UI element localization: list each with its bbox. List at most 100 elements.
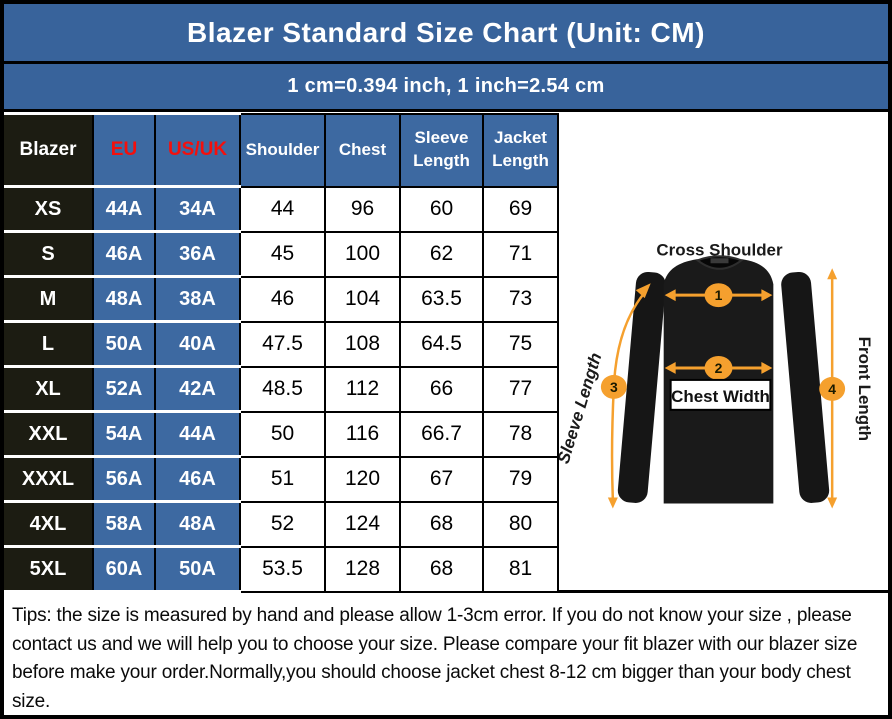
chart-main-area: Blazer EU US/UK Shoulder Chest Sleeve Length J…	[4, 112, 888, 593]
table-cell: 48A	[155, 500, 241, 548]
table-cell: XXXL	[4, 455, 94, 503]
column-header: US/UK	[155, 112, 241, 188]
table-cell: 58A	[93, 500, 156, 548]
table-cell: 60A	[93, 545, 156, 593]
tips-text: Tips: the size is measured by hand and p…	[12, 605, 858, 712]
table-cell: 56A	[93, 455, 156, 503]
table-cell: 124	[324, 500, 401, 548]
column-header: Chest	[324, 112, 401, 188]
table-cell: 46A	[93, 230, 156, 278]
measurement-diagram: Cross Shoulder 1 2	[559, 112, 888, 590]
marker-number-2: 2	[715, 360, 723, 376]
table-cell: 46A	[155, 455, 241, 503]
table-cell: 60	[399, 185, 484, 233]
table-cell: 68	[399, 500, 484, 548]
table-cell: 38A	[155, 275, 241, 323]
table-cell: 80	[482, 500, 559, 548]
table-cell: 44A	[93, 185, 156, 233]
unit-conversion-bar: 1 cm=0.394 inch, 1 inch=2.54 cm	[4, 64, 888, 112]
table-cell: 4XL	[4, 500, 94, 548]
table-cell: 5XL	[4, 545, 94, 593]
table-cell: 71	[482, 230, 559, 278]
table-cell: 69	[482, 185, 559, 233]
table-cell: 50A	[155, 545, 241, 593]
column-header: Blazer	[4, 112, 94, 188]
marker-circle-1	[704, 283, 733, 308]
table-row: XXXL 56A 46A 51 120 67 79	[4, 455, 559, 503]
chart-title-bar: Blazer Standard Size Chart (Unit: CM)	[4, 4, 888, 64]
table-cell: M	[4, 275, 94, 323]
table-row: S 46A 36A 45 100 62 71	[4, 230, 559, 278]
table-cell: S	[4, 230, 94, 278]
table-cell: 51	[239, 455, 326, 503]
table-cell: 108	[324, 320, 401, 368]
column-header: EU	[93, 112, 156, 188]
column-header: Sleeve Length	[399, 112, 484, 188]
right-sleeve	[781, 271, 830, 503]
size-table-header-row: Blazer EU US/UK Shoulder Chest Sleeve Length J…	[4, 112, 559, 188]
marker-number-4: 4	[828, 381, 836, 397]
table-cell: 46	[239, 275, 326, 323]
measurement-diagram-svg: Cross Shoulder 1 2	[559, 240, 874, 509]
table-cell: 66.7	[399, 410, 484, 458]
table-cell: 48.5	[239, 365, 326, 413]
chest-width-label: Chest Width	[671, 387, 770, 406]
table-cell: 67	[399, 455, 484, 503]
table-cell: 78	[482, 410, 559, 458]
table-cell: 75	[482, 320, 559, 368]
table-row: XXL 54A 44A 50 116 66.7 78	[4, 410, 559, 458]
table-cell: 52	[239, 500, 326, 548]
marker-circle-2	[704, 355, 733, 380]
sleeve-length-label: Sleeve Length	[559, 351, 606, 466]
column-header: Jacket Length	[482, 112, 559, 188]
marker-number-3: 3	[610, 379, 618, 395]
table-cell: 54A	[93, 410, 156, 458]
cross-shoulder-label: Cross Shoulder	[656, 240, 783, 259]
table-cell: 48A	[93, 275, 156, 323]
table-row: 5XL 60A 50A 53.5 128 68 81	[4, 545, 559, 593]
table-cell: L	[4, 320, 94, 368]
front-length-label: Front Length	[855, 337, 874, 441]
table-cell: 64.5	[399, 320, 484, 368]
table-cell: XXL	[4, 410, 94, 458]
marker-circle-4	[819, 376, 846, 401]
chest-width-box	[669, 378, 772, 411]
marker-circle-3	[600, 374, 627, 399]
marker-number-1: 1	[715, 287, 723, 303]
table-cell: 96	[324, 185, 401, 233]
size-table: Blazer EU US/UK Shoulder Chest Sleeve Length J…	[4, 112, 559, 593]
size-table-body: XS 44A 34A 44 96 60 69 S 46A 36A 45 100 62 71 M 48A 38A 4…	[4, 185, 559, 593]
table-cell: 81	[482, 545, 559, 593]
table-row: M 48A 38A 46 104 63.5 73	[4, 275, 559, 323]
table-cell: 116	[324, 410, 401, 458]
left-sleeve	[617, 271, 666, 503]
unit-conversion-text: 1 cm=0.394 inch, 1 inch=2.54 cm	[287, 75, 605, 97]
table-cell: 34A	[155, 185, 241, 233]
table-cell: 53.5	[239, 545, 326, 593]
table-row: 4XL 58A 48A 52 124 68 80	[4, 500, 559, 548]
table-cell: 120	[324, 455, 401, 503]
table-row: L 50A 40A 47.5 108 64.5 75	[4, 320, 559, 368]
table-cell: 79	[482, 455, 559, 503]
collar-label	[710, 258, 729, 264]
table-cell: 47.5	[239, 320, 326, 368]
table-cell: 44	[239, 185, 326, 233]
table-row: XS 44A 34A 44 96 60 69	[4, 185, 559, 233]
table-cell: 45	[239, 230, 326, 278]
table-cell: 52A	[93, 365, 156, 413]
table-cell: 36A	[155, 230, 241, 278]
table-cell: XL	[4, 365, 94, 413]
table-cell: 68	[399, 545, 484, 593]
table-cell: 50	[239, 410, 326, 458]
table-cell: 62	[399, 230, 484, 278]
table-cell: 100	[324, 230, 401, 278]
column-header: Shoulder	[239, 112, 326, 188]
table-cell: 63.5	[399, 275, 484, 323]
table-cell: 44A	[155, 410, 241, 458]
table-cell: 50A	[93, 320, 156, 368]
chart-title: Blazer Standard Size Chart (Unit: CM)	[187, 16, 705, 48]
table-row: XL 52A 42A 48.5 112 66 77	[4, 365, 559, 413]
table-cell: 66	[399, 365, 484, 413]
table-cell: XS	[4, 185, 94, 233]
